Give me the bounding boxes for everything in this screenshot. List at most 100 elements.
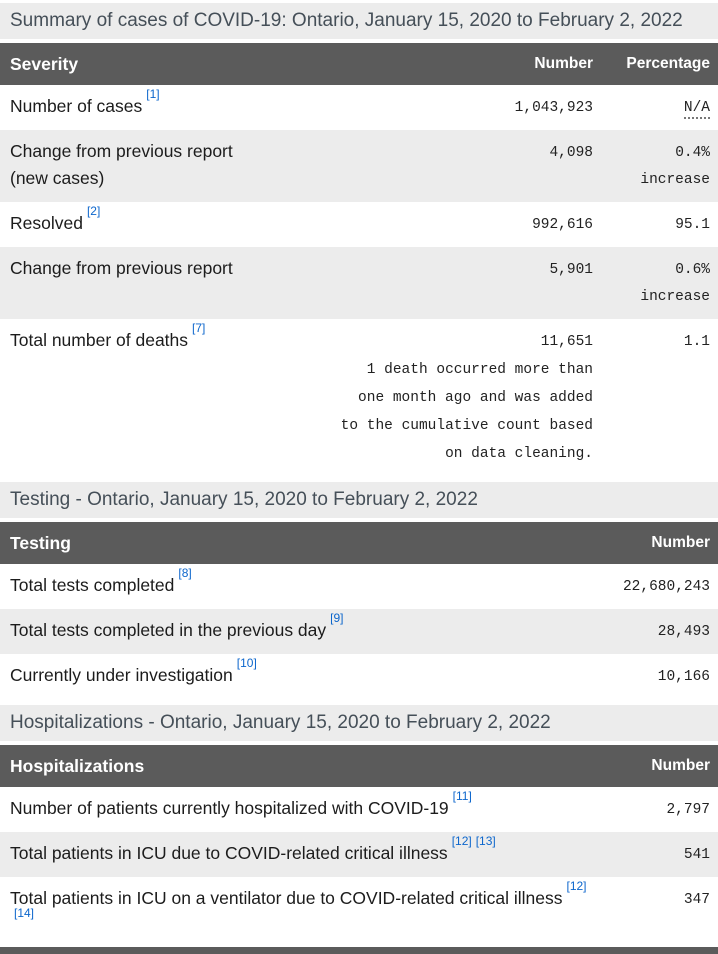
value-number: 11,651 <box>540 334 593 350</box>
value-percentage: 95.1 <box>675 217 710 233</box>
table-row: Total tests completed in the previous da… <box>0 609 718 654</box>
row-number-cell: 11,651 1 death occurred more than one mon… <box>333 319 598 476</box>
row-label-cell: Change from previous report (new cases) <box>0 130 333 200</box>
value-number: 992,616 <box>532 217 593 233</box>
column-header-number: Number <box>534 55 593 72</box>
section-caption: Testing - Ontario, January 15, 2020 to F… <box>0 482 718 518</box>
row-label-cell: Total patients in ICU due to COVID-relat… <box>0 832 598 875</box>
row-label: Total number of deaths <box>10 330 189 350</box>
row-label: Total patients in ICU due to COVID-relat… <box>10 843 448 863</box>
row-number-cell: 10,166 <box>598 654 718 699</box>
value-number: 1,043,923 <box>514 100 593 116</box>
footnote-ref-link[interactable]: [7] <box>192 321 206 336</box>
next-table-header-partial <box>0 947 718 954</box>
row-label: Resolved <box>10 213 83 233</box>
row-number-cell: 347 <box>598 877 718 922</box>
table-body: Number of cases[1] 1,043,923 N/A Change fro… <box>0 85 718 476</box>
row-label-cell: Currently under investigation[10] <box>0 654 598 697</box>
row-percentage-cell: 1.1 <box>598 319 718 364</box>
table-row: Total patients in ICU due to COVID-relat… <box>0 832 718 877</box>
footnote-ref-link[interactable]: [14] <box>14 906 35 921</box>
table-row: Change from previous report (new cases) 4,… <box>0 130 718 202</box>
footnote-ref-link[interactable]: [8] <box>178 566 192 581</box>
table-row: Total tests completed[8] 22,680,243 <box>0 564 718 609</box>
row-percentage-cell: N/A <box>598 85 718 130</box>
value-number: 541 <box>683 847 710 863</box>
value-number: 2,797 <box>666 802 710 818</box>
table-body: Number of patients currently hospitalize… <box>0 787 718 947</box>
row-number-cell: 5,901 <box>333 247 598 292</box>
column-header-testing: Testing <box>10 533 71 553</box>
row-percentage-cell: 0.4% increase <box>598 130 718 202</box>
value-number: 22,680,243 <box>622 579 710 595</box>
row-label-cell: Number of cases[1] <box>0 85 333 128</box>
footnote-ref-link[interactable]: [1] <box>146 87 160 102</box>
column-header-percentage: Percentage <box>626 55 710 72</box>
table-row: Total number of deaths[7] 11,651 1 death o… <box>0 319 718 476</box>
row-label-cell: Change from previous report <box>0 247 333 290</box>
column-header-number: Number <box>651 534 710 551</box>
row-label-cell: Total patients in ICU on a ventilator du… <box>0 877 598 947</box>
row-number-cell: 541 <box>598 832 718 877</box>
table-row: Number of cases[1] 1,043,923 N/A <box>0 85 718 130</box>
footnote-ref-link[interactable]: [9] <box>330 611 344 626</box>
table-header-row: Hospitalizations Number <box>0 745 718 787</box>
value-number: 347 <box>683 892 710 908</box>
value-percentage-line2: increase <box>640 289 710 305</box>
table-header-row: Severity Number Percentage <box>0 43 718 85</box>
value-percentage: 0.4% <box>675 145 710 161</box>
value-number: 28,493 <box>657 624 710 640</box>
row-percentage-cell: 95.1 <box>598 202 718 247</box>
table-header-row: Testing Number <box>0 522 718 564</box>
row-label-cell: Total tests completed[8] <box>0 564 598 607</box>
column-header-severity: Severity <box>10 54 79 74</box>
row-label-cell: Total number of deaths[7] <box>0 319 333 362</box>
row-label-cell: Total tests completed in the previous da… <box>0 609 598 652</box>
row-number-cell: 28,493 <box>598 609 718 654</box>
row-label: Total patients in ICU on a ventilator du… <box>10 888 563 908</box>
footnote-ref-link[interactable]: [13] <box>475 834 496 849</box>
row-number-cell: 992,616 <box>333 202 598 247</box>
row-label: Total tests completed <box>10 575 175 595</box>
value-percentage: N/A <box>683 100 710 119</box>
row-label: Change from previous report <box>10 258 233 278</box>
row-label: Total tests completed in the previous da… <box>10 620 327 640</box>
row-label: Currently under investigation <box>10 665 233 685</box>
row-label: Number of patients currently hospitalize… <box>10 798 449 818</box>
row-label-cell: Resolved[2] <box>0 202 333 245</box>
column-header-number: Number <box>651 757 710 774</box>
value-number: 4,098 <box>549 145 593 161</box>
footnote-ref-link[interactable]: [11] <box>452 789 472 804</box>
row-number-cell: 1,043,923 <box>333 85 598 130</box>
footnote-ref-link[interactable]: [10] <box>236 656 257 671</box>
table-row: Resolved[2] 992,616 95.1 <box>0 202 718 247</box>
row-label-line2: (new cases) <box>10 168 105 188</box>
hospitalizations-section: Hospitalizations - Ontario, January 15, … <box>0 705 718 947</box>
row-label: Number of cases <box>10 96 143 116</box>
table-row: Currently under investigation[10] 10,166 <box>0 654 718 699</box>
data-cleaning-note: 1 death occurred more than one month ago… <box>340 362 593 462</box>
row-label-cell: Number of patients currently hospitalize… <box>0 787 598 830</box>
section-caption: Summary of cases of COVID-19: Ontario, J… <box>0 3 718 39</box>
row-percentage-cell: 0.6% increase <box>598 247 718 319</box>
row-number-cell: 4,098 <box>333 130 598 175</box>
value-percentage: 0.6% <box>675 262 710 278</box>
column-header-hospitalizations: Hospitalizations <box>10 756 145 776</box>
footnote-ref-link[interactable]: [12] <box>451 834 472 849</box>
section-caption: Hospitalizations - Ontario, January 15, … <box>0 705 718 741</box>
value-number: 5,901 <box>549 262 593 278</box>
summary-cases-section: Summary of cases of COVID-19: Ontario, J… <box>0 3 718 476</box>
value-number: 10,166 <box>657 669 710 685</box>
table-row: Number of patients currently hospitalize… <box>0 787 718 832</box>
row-number-cell: 22,680,243 <box>598 564 718 609</box>
table-body: Total tests completed[8] 22,680,243 Total … <box>0 564 718 699</box>
testing-section: Testing - Ontario, January 15, 2020 to F… <box>0 482 718 699</box>
table-row: Total patients in ICU on a ventilator du… <box>0 877 718 947</box>
footnote-ref-link[interactable]: [2] <box>86 204 101 219</box>
value-percentage: 1.1 <box>683 334 710 350</box>
row-label: Change from previous report <box>10 141 233 161</box>
row-number-cell: 2,797 <box>598 787 718 832</box>
table-row: Change from previous report 5,901 0.6% incr… <box>0 247 718 319</box>
footnote-ref-link[interactable]: [12] <box>566 879 587 894</box>
value-percentage-line2: increase <box>640 172 710 188</box>
